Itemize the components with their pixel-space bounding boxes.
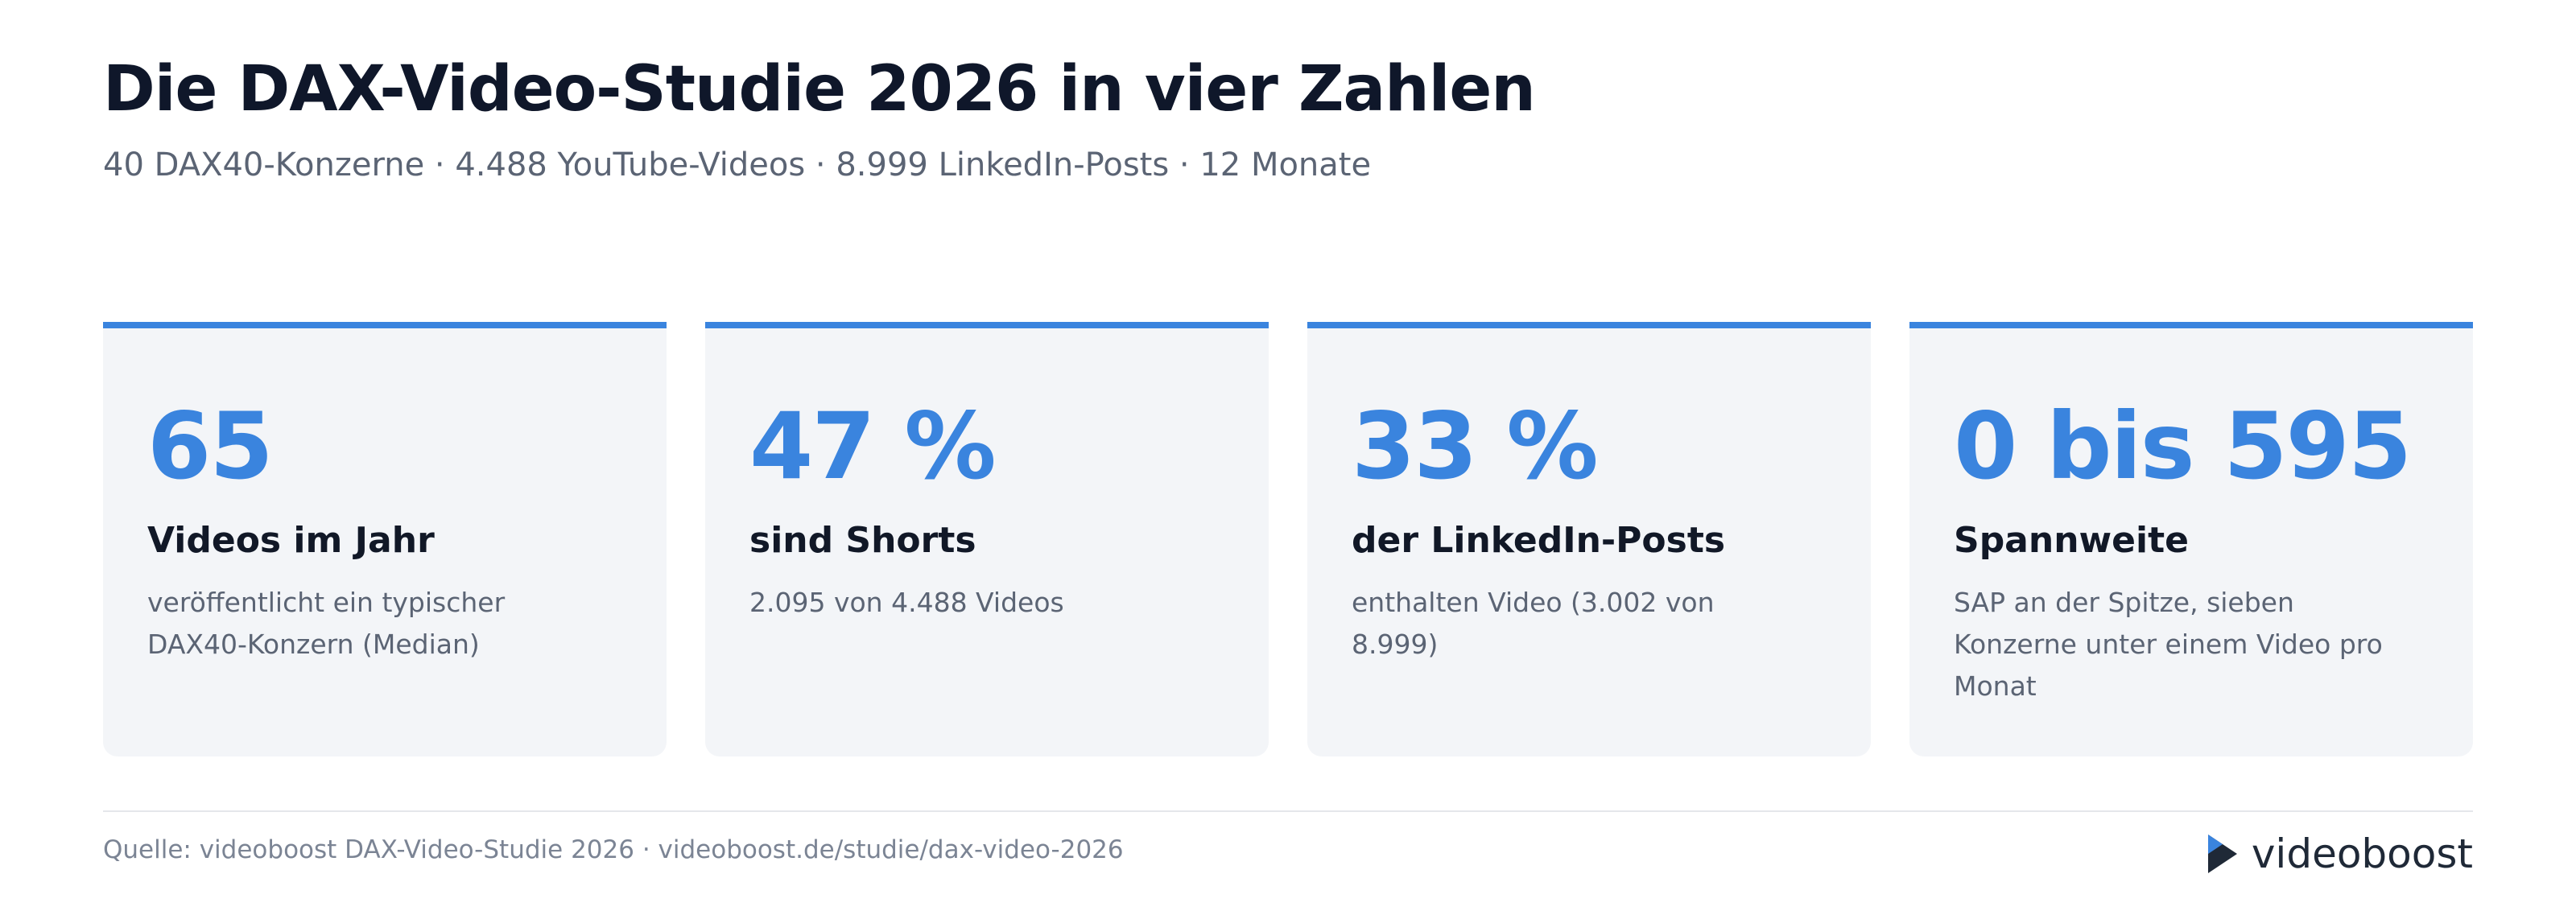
divider [103,810,2473,812]
stat-label: Spannweite [1954,520,2189,561]
stat-description: SAP an der Spitze, sieben Konzerne unter… [1954,587,2383,702]
stat-card: 47 % sind Shorts 2.095 von 4.488 Videos [705,322,1269,756]
stat-label: Videos im Jahr [147,520,435,561]
stat-value: 0 bis 595 [1954,393,2412,500]
brand-name: videoboost [2251,831,2473,877]
title: Die DAX-Video-Studie 2026 in vier Zahlen [103,53,1536,126]
source: Quelle: videoboost DAX-Video-Studie 2026… [103,835,1124,864]
subtitle: 40 DAX40-Konzerne · 4.488 YouTube-Videos… [103,146,1372,183]
stat-label: sind Shorts [749,520,976,561]
stat-card: 33 % der LinkedIn-Posts enthalten Video (3… [1307,322,1871,756]
stat-description: 2.095 von 4.488 Videos [749,587,1064,618]
stat-value: 47 % [749,393,997,500]
logo-icon [2207,835,2237,873]
stat-description: enthalten Video (3.002 von 8.999) [1352,587,1715,660]
card-row: 65 Videos im Jahr veröffentlicht ein typis… [103,322,2473,756]
brand-logo: videoboost [2205,831,2473,877]
stat-label: der LinkedIn-Posts [1352,520,1726,561]
stat-value: 33 % [1352,393,1599,500]
stat-card: 0 bis 595 Spannweite SAP an der Spitze, si… [1909,322,2473,756]
stat-value: 65 [147,393,274,500]
stat-card: 65 Videos im Jahr veröffentlicht ein typis… [103,322,667,756]
stat-description: veröffentlicht ein typischer DAX40-Konze… [147,587,506,660]
